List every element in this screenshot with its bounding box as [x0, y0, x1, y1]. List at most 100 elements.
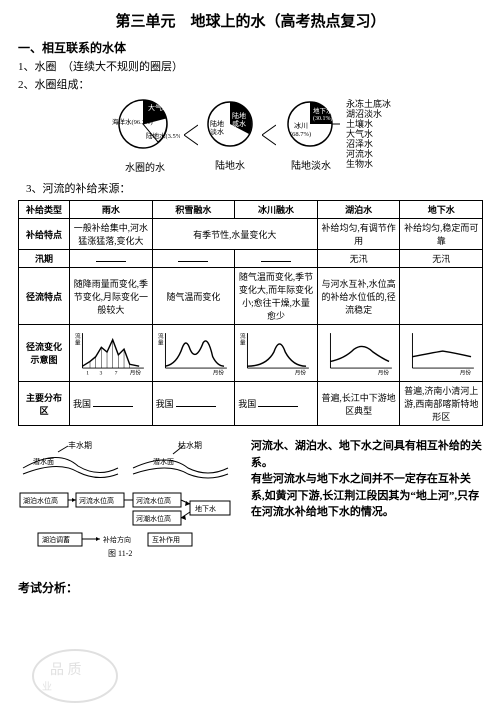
table-row-charts: 径流变化示意图 流量 137月份 流量 月份 — [19, 325, 483, 382]
svg-text:1: 1 — [86, 371, 89, 377]
svg-text:河潮水位高: 河潮水位高 — [136, 514, 171, 523]
svg-text:流: 流 — [75, 332, 81, 340]
svg-text:互补作用: 互补作用 — [152, 535, 180, 544]
pie-diagram-row: 大气水 海洋水(96.3%) 陆地水(3.5%) 水圈的水 陆地 咸水 陆地 淡… — [18, 96, 483, 174]
bottom-paragraph: 河流水、湖泊水、地下水之间具有相互补给的关系。有些河流水与地下水之间并不一定存在… — [251, 438, 483, 561]
connector-1 — [184, 115, 198, 155]
supply-table: 补给类型 雨水 积雪融水 冰川融水 湖泊水 地下水 补给特点 一般补给集中,河水… — [18, 200, 483, 426]
pie1-seg2: 海洋水(96.3%) — [112, 117, 153, 126]
svg-text:3: 3 — [99, 371, 102, 377]
r5c4: 普遍,长江中下游地区典型 — [317, 382, 400, 426]
section3-heading: 3、河流的补给来源： — [26, 180, 483, 196]
r3c1: 随降雨量而变化,季节变化,月际变化一般较大 — [70, 268, 153, 325]
watermark-stamp: 品 质 业 — [30, 646, 120, 706]
pie1-seg3: 陆地水(3.5%) — [146, 131, 180, 140]
chart-glacier: 流量 月份 — [235, 325, 318, 382]
table-row: 汛期 无汛 无汛 — [19, 250, 483, 268]
pie2-seg1b: 咸水 — [232, 119, 246, 128]
section1-line2: 2、水圈组成： — [18, 76, 483, 92]
svg-text:图 11-2: 图 11-2 — [108, 549, 132, 558]
svg-text:河流水位高: 河流水位高 — [136, 496, 171, 505]
th-5: 地下水 — [400, 201, 483, 219]
pie1-label: 水圈的水 — [110, 159, 180, 174]
table-row: 补给特点 一般补给集中,河水猛涨猛落,变化大 有季节性,水量变化大 补给均匀,有… — [19, 219, 483, 250]
row5-h: 主要分布区 — [19, 382, 70, 426]
r3c2: 随气温而变化 — [152, 268, 235, 325]
row1-h: 补给特点 — [19, 219, 70, 250]
svg-text:7: 7 — [115, 371, 118, 377]
svg-text:月份: 月份 — [460, 369, 472, 377]
r1c1: 一般补给集中,河水猛涨猛落,变化大 — [70, 219, 153, 250]
r5c3: 我国 — [235, 382, 318, 426]
row4-h: 径流变化示意图 — [19, 325, 70, 382]
r1c4: 补给均匀,有调节作用 — [317, 219, 400, 250]
svg-text:月份: 月份 — [378, 369, 390, 377]
svg-text:补给方向: 补给方向 — [103, 535, 131, 544]
th-3: 冰川融水 — [235, 201, 318, 219]
table-header-row: 补给类型 雨水 积雪融水 冰川融水 湖泊水 地下水 — [19, 201, 483, 219]
pie3-label: 陆地淡水 — [280, 157, 342, 172]
svg-text:潜水面: 潜水面 — [153, 457, 174, 466]
pie3-seg1: 地下水 — [313, 106, 333, 115]
pie-chart-2: 陆地 咸水 陆地 淡水 — [202, 98, 258, 154]
r3c3: 随气温而变化,季节变化大,而年际变化小;愈往干燥,水量愈少 — [235, 268, 318, 325]
th-1: 雨水 — [70, 201, 153, 219]
pie2-label: 陆地水 — [202, 157, 258, 172]
svg-text:业: 业 — [42, 681, 52, 693]
page-title: 第三单元 地球上的水（高考热点复习） — [18, 10, 483, 31]
chart-rain: 流量 1 3 7 月份 — [70, 325, 153, 382]
r3c4: 与河水互补,水位高的补给水位低的,径流稳定 — [317, 268, 400, 325]
exam-heading: 考试分析： — [18, 579, 483, 596]
r2c3 — [235, 250, 318, 268]
r1c2: 有季节性,水量变化大 — [152, 219, 317, 250]
svg-text:枯水期: 枯水期 — [178, 440, 202, 450]
table-row: 主要分布区 我国 我国 我国 普遍,长江中下游地区典型 普遍,济南小清河上游,西… — [19, 382, 483, 426]
pie3-seg2b: (68.7%) — [290, 131, 311, 138]
th-4: 湖泊水 — [317, 201, 400, 219]
svg-text:潜水面: 潜水面 — [33, 457, 54, 466]
r2c4: 无汛 — [317, 250, 400, 268]
rl-6: 生物水 — [346, 160, 391, 170]
svg-text:流: 流 — [158, 332, 164, 340]
chart-lake: 月份 — [317, 325, 400, 382]
section1-line1: 1、水圈 （连续大不规则的圈层） — [18, 58, 483, 74]
svg-text:流: 流 — [240, 332, 246, 340]
svg-text:量: 量 — [158, 339, 164, 346]
svg-text:湖泊水位高: 湖泊水位高 — [23, 496, 58, 505]
chart-groundwater: 月份 — [400, 325, 483, 382]
svg-text:月份: 月份 — [130, 369, 142, 377]
section1-heading: 一、相互联系的水体 — [18, 39, 483, 56]
svg-text:品 质: 品 质 — [50, 662, 82, 678]
th-2: 积雪融水 — [152, 201, 235, 219]
th-0: 补给类型 — [19, 201, 70, 219]
r2c2 — [152, 250, 235, 268]
pie3-seg1b: (30.1%) — [313, 115, 333, 122]
pie2-seg2: 陆地 — [210, 119, 224, 128]
connector-2 — [262, 115, 276, 155]
r5c2: 我国 — [152, 382, 235, 426]
pie3-seg2: 冰川 — [294, 121, 308, 130]
r5c1: 我国 — [70, 382, 153, 426]
svg-text:河流水位高: 河流水位高 — [79, 496, 114, 505]
svg-text:量: 量 — [240, 339, 246, 346]
svg-text:湖泊调蓄: 湖泊调蓄 — [42, 535, 70, 544]
pie2-seg2b: 淡水 — [210, 127, 224, 136]
row3-h: 径流特点 — [19, 268, 70, 325]
r2c1 — [70, 250, 153, 268]
r3c5 — [400, 268, 483, 325]
svg-text:地下水: 地下水 — [195, 504, 216, 513]
svg-text:量: 量 — [75, 339, 81, 346]
row2-h: 汛期 — [19, 250, 70, 268]
flow-diagram: 丰水期 潜水面 枯水期 潜水面 湖泊水位高 河流水位高 河流水位高 河潮水位高 … — [18, 438, 241, 561]
svg-text:月份: 月份 — [212, 369, 224, 377]
r5c5: 普遍,济南小清河上游,西南部喀斯特地形区 — [400, 382, 483, 426]
pie-right-list: 永冻土底冰 湖沼淡水 土壤水 大气水 沼泽水 河流水 生物水 — [346, 100, 391, 169]
pie-chart-3: 地下水 (30.1%) 冰川 (68.7%) — [280, 98, 342, 154]
pie1-seg1: 大气水 — [148, 103, 169, 112]
svg-text:月份: 月份 — [295, 369, 307, 377]
r2c5: 无汛 — [400, 250, 483, 268]
chart-snow: 流量 月份 — [152, 325, 235, 382]
pie-chart-1: 大气水 海洋水(96.3%) 陆地水(3.5%) — [110, 96, 180, 156]
table-row: 径流特点 随降雨量而变化,季节变化,月际变化一般较大 随气温而变化 随气温而变化… — [19, 268, 483, 325]
pie2-seg1: 陆地 — [232, 111, 246, 120]
